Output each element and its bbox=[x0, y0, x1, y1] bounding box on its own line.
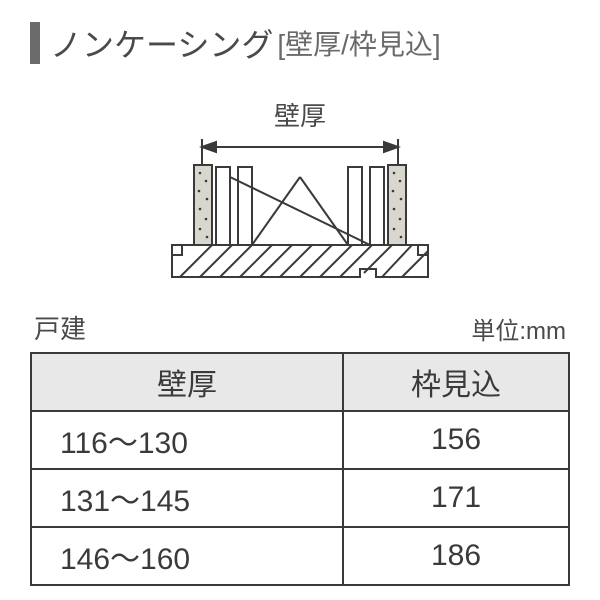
cell-wall-thickness: 116～130 bbox=[31, 411, 343, 469]
heading-accent-bar bbox=[30, 22, 40, 64]
diagram-label: 壁厚 bbox=[274, 96, 326, 133]
spec-table: 壁厚 枠見込 116～130 156 131～145 171 146～160 1… bbox=[30, 352, 570, 586]
section-heading: ノンケーシング [壁厚/枠見込] bbox=[30, 20, 570, 66]
diagram-area: 壁厚 bbox=[30, 96, 570, 287]
cell-wall-thickness: 131～145 bbox=[31, 469, 343, 527]
table-row: 146～160 186 bbox=[31, 527, 569, 585]
cell-frame-depth: 186 bbox=[343, 527, 569, 585]
col-header-frame-depth: 枠見込 bbox=[343, 353, 569, 411]
cell-frame-depth: 171 bbox=[343, 469, 569, 527]
table-row: 131～145 171 bbox=[31, 469, 569, 527]
table-category-label: 戸建 bbox=[34, 309, 86, 346]
table-unit-label: 単位:mm bbox=[471, 311, 566, 346]
table-header-row: 壁厚 枠見込 bbox=[31, 353, 569, 411]
table-row: 116～130 156 bbox=[31, 411, 569, 469]
cell-wall-thickness: 146～160 bbox=[31, 527, 343, 585]
cross-section-diagram bbox=[150, 137, 450, 287]
heading-sub-text: [壁厚/枠見込] bbox=[277, 23, 440, 63]
col-header-wall-thickness: 壁厚 bbox=[31, 353, 343, 411]
heading-main-text: ノンケーシング bbox=[50, 20, 273, 66]
cell-frame-depth: 156 bbox=[343, 411, 569, 469]
table-meta-row: 戸建 単位:mm bbox=[30, 309, 570, 346]
